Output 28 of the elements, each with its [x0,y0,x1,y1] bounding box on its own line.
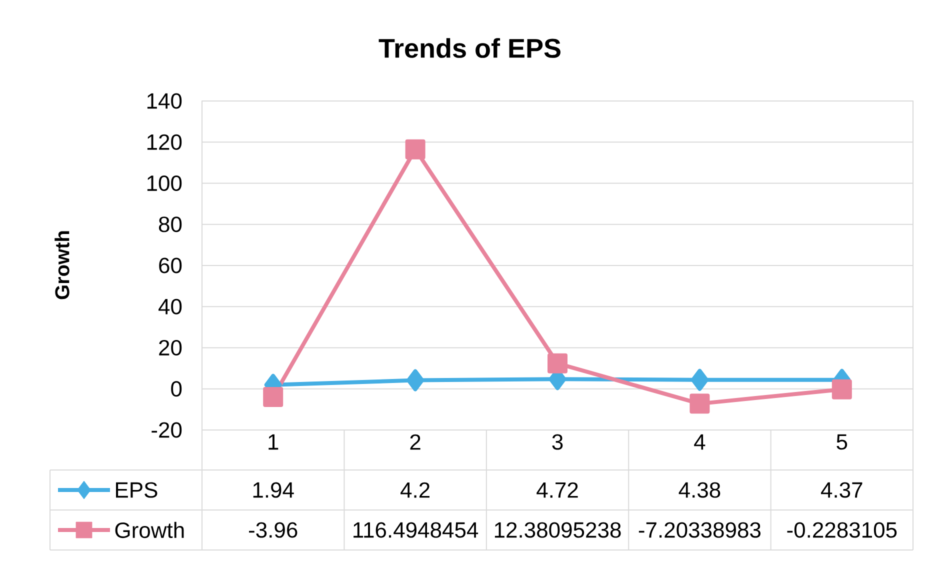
data-label: 116.4948454 [354,522,478,538]
y-tick-label: 120 [147,134,182,150]
y-tick-label: 140 [147,93,182,109]
x-tick-label: 4 [694,434,706,450]
y-tick-label: -20 [152,422,182,438]
y-axis-title: Growth [54,231,70,300]
data-label: -7.20338983 [638,522,760,538]
x-tick-label: 3 [552,434,563,450]
data-label: 12.38095238 [494,522,621,538]
chart-title: Trends of EPS [378,38,560,58]
data-label: -3.96 [249,522,298,538]
legend-label: Growth [115,522,184,538]
data-label: 4.2 [400,482,430,498]
y-tick-label: 80 [158,216,182,232]
x-tick-label: 1 [268,434,278,450]
legend-label: EPS [116,482,158,498]
data-label: 4.72 [536,482,578,498]
y-tick-label: 20 [159,340,182,356]
y-tick-label: 100 [147,175,182,192]
data-label: 1.94 [253,482,294,498]
y-tick-label: 0 [171,381,182,397]
x-tick-label: 2 [410,434,420,450]
y-tick-label: 60 [159,258,182,274]
data-label: 4.38 [678,482,720,498]
data-label: 4.37 [821,482,862,498]
data-label: -0.2283105 [787,522,897,538]
x-tick-label: 5 [836,434,848,450]
y-tick-label: 40 [158,298,182,314]
